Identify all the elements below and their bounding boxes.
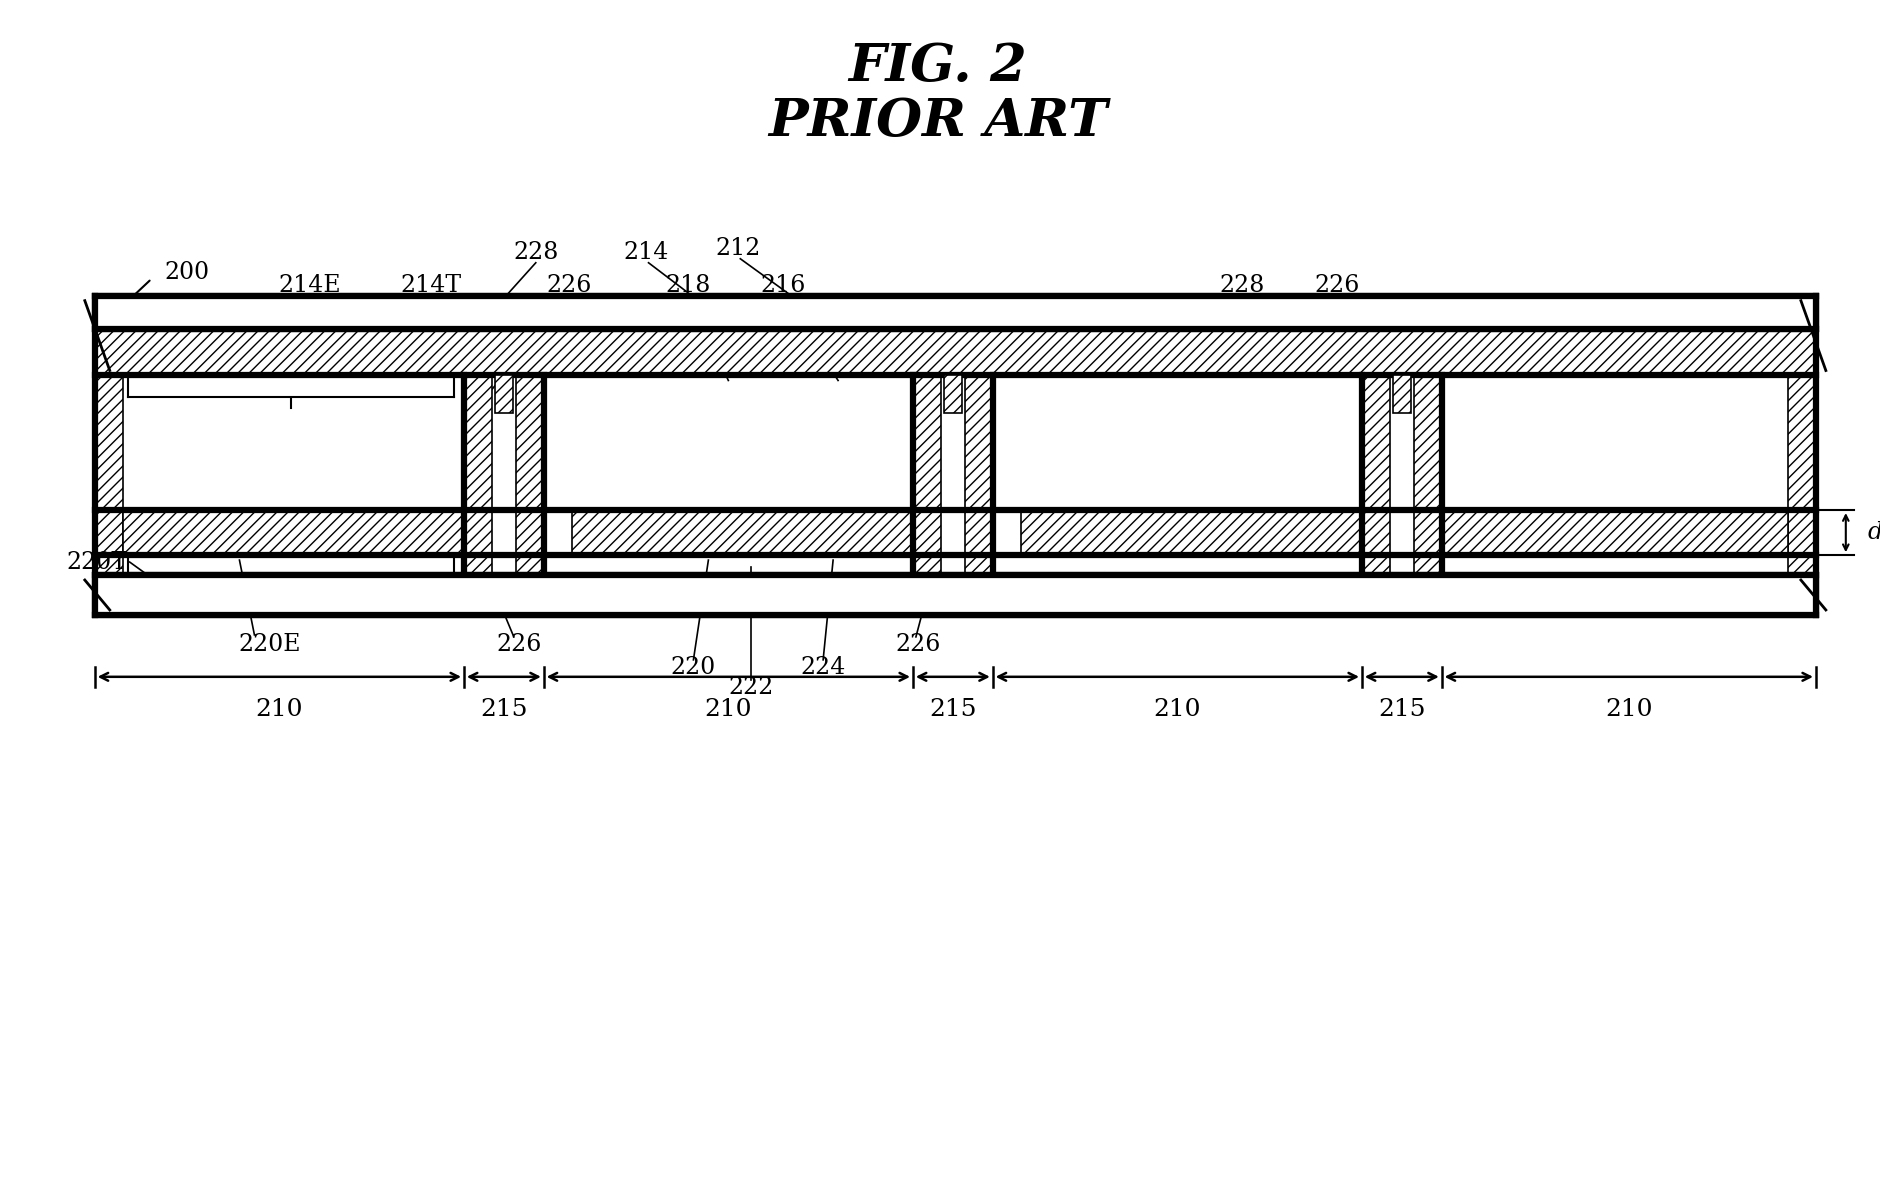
Text: 226: 226: [1314, 275, 1359, 297]
Bar: [122, 510, 464, 555]
Text: 220E: 220E: [239, 633, 301, 656]
Bar: [914, 375, 940, 575]
Text: 226: 226: [545, 275, 592, 297]
Text: 210: 210: [1154, 699, 1201, 721]
Bar: [515, 375, 543, 575]
Bar: [940, 375, 964, 575]
Text: 226: 226: [895, 633, 940, 656]
Text: 210: 210: [1606, 699, 1653, 721]
Text: 212: 212: [716, 237, 761, 260]
Bar: [1393, 375, 1410, 413]
Bar: [464, 375, 493, 575]
Text: 226: 226: [496, 633, 541, 656]
Text: 215: 215: [929, 699, 976, 721]
Text: 224: 224: [801, 656, 846, 680]
Bar: [1021, 510, 1361, 555]
Bar: [572, 510, 914, 555]
Text: 210: 210: [256, 699, 303, 721]
Text: 220T: 220T: [66, 551, 128, 573]
Text: FIG. 2: FIG. 2: [848, 40, 1026, 91]
Bar: [1414, 375, 1442, 575]
Bar: [1788, 375, 1816, 575]
Text: PRIOR ART: PRIOR ART: [769, 96, 1107, 147]
Text: 220: 220: [671, 656, 716, 680]
Text: 228: 228: [513, 242, 558, 264]
Bar: [94, 296, 1816, 329]
Text: 214: 214: [624, 242, 669, 264]
Bar: [1442, 510, 1788, 555]
Bar: [493, 375, 515, 575]
Bar: [94, 329, 1816, 375]
Bar: [94, 375, 122, 575]
Text: 228: 228: [1220, 275, 1265, 297]
Text: 215: 215: [479, 699, 528, 721]
Bar: [944, 375, 963, 413]
Bar: [1361, 375, 1389, 575]
Text: 214T: 214T: [400, 275, 462, 297]
Bar: [1389, 375, 1414, 575]
Bar: [964, 375, 993, 575]
Text: 216: 216: [761, 275, 807, 297]
Text: 222: 222: [729, 676, 775, 700]
Bar: [94, 375, 1816, 575]
Text: d: d: [1867, 521, 1880, 545]
Text: 215: 215: [1378, 699, 1425, 721]
Text: 214E: 214E: [278, 275, 340, 297]
Bar: [494, 375, 513, 413]
Text: 218: 218: [666, 275, 711, 297]
Bar: [94, 575, 1816, 614]
Text: 210: 210: [705, 699, 752, 721]
Text: 200: 200: [165, 262, 211, 284]
